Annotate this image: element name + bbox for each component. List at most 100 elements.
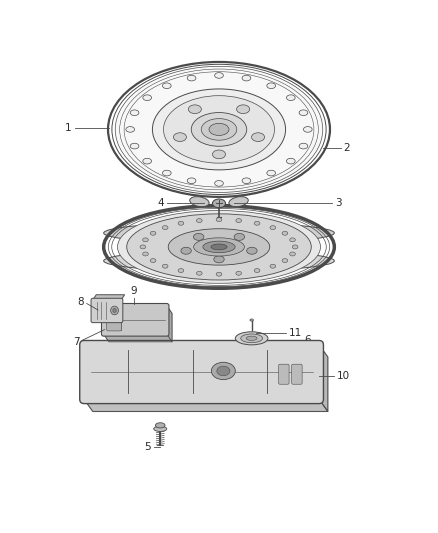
Text: 3: 3 bbox=[335, 198, 341, 208]
Text: 9: 9 bbox=[131, 286, 138, 296]
Ellipse shape bbox=[254, 269, 260, 272]
Ellipse shape bbox=[203, 241, 235, 253]
Ellipse shape bbox=[282, 231, 288, 235]
Ellipse shape bbox=[270, 225, 276, 230]
Ellipse shape bbox=[130, 143, 139, 149]
Ellipse shape bbox=[190, 197, 209, 207]
Ellipse shape bbox=[162, 83, 171, 88]
Polygon shape bbox=[319, 345, 328, 411]
Text: 10: 10 bbox=[336, 371, 350, 381]
Ellipse shape bbox=[127, 214, 311, 280]
Ellipse shape bbox=[168, 229, 270, 265]
Ellipse shape bbox=[150, 259, 156, 263]
Ellipse shape bbox=[241, 334, 262, 343]
Ellipse shape bbox=[236, 271, 241, 275]
Ellipse shape bbox=[150, 231, 156, 235]
Ellipse shape bbox=[212, 150, 226, 159]
Ellipse shape bbox=[250, 319, 253, 321]
Text: 4: 4 bbox=[158, 198, 164, 208]
Ellipse shape bbox=[162, 264, 168, 268]
Text: 11: 11 bbox=[289, 328, 302, 337]
Ellipse shape bbox=[299, 143, 308, 149]
Ellipse shape bbox=[286, 158, 295, 164]
Ellipse shape bbox=[242, 75, 251, 81]
Text: 8: 8 bbox=[78, 297, 84, 307]
Ellipse shape bbox=[290, 238, 295, 242]
Ellipse shape bbox=[104, 251, 334, 271]
Ellipse shape bbox=[116, 67, 322, 192]
FancyBboxPatch shape bbox=[80, 341, 323, 403]
FancyBboxPatch shape bbox=[279, 364, 289, 384]
Ellipse shape bbox=[181, 247, 191, 254]
Ellipse shape bbox=[201, 119, 237, 140]
Ellipse shape bbox=[267, 83, 276, 88]
Polygon shape bbox=[104, 334, 172, 342]
FancyBboxPatch shape bbox=[292, 364, 302, 384]
Ellipse shape bbox=[237, 105, 250, 114]
Ellipse shape bbox=[104, 223, 334, 244]
Ellipse shape bbox=[217, 366, 230, 376]
FancyBboxPatch shape bbox=[91, 298, 123, 322]
Ellipse shape bbox=[162, 225, 168, 230]
Ellipse shape bbox=[140, 245, 146, 249]
Ellipse shape bbox=[143, 158, 152, 164]
Ellipse shape bbox=[143, 252, 148, 256]
Text: 5: 5 bbox=[145, 442, 151, 452]
Ellipse shape bbox=[113, 309, 116, 312]
Ellipse shape bbox=[209, 123, 229, 135]
Text: 6: 6 bbox=[304, 335, 311, 345]
Ellipse shape bbox=[254, 221, 260, 225]
Text: 7: 7 bbox=[73, 337, 79, 347]
Ellipse shape bbox=[197, 219, 202, 222]
Ellipse shape bbox=[251, 133, 265, 141]
Ellipse shape bbox=[143, 238, 148, 242]
Ellipse shape bbox=[154, 426, 167, 431]
Ellipse shape bbox=[267, 170, 276, 176]
Ellipse shape bbox=[286, 95, 295, 101]
Ellipse shape bbox=[290, 252, 295, 256]
Ellipse shape bbox=[216, 217, 222, 222]
FancyBboxPatch shape bbox=[102, 303, 169, 336]
Ellipse shape bbox=[178, 269, 184, 272]
Ellipse shape bbox=[216, 272, 222, 276]
Ellipse shape bbox=[117, 211, 321, 284]
Ellipse shape bbox=[211, 244, 227, 250]
Ellipse shape bbox=[126, 126, 134, 132]
Ellipse shape bbox=[178, 221, 184, 225]
Polygon shape bbox=[93, 295, 124, 300]
Ellipse shape bbox=[197, 271, 202, 275]
Ellipse shape bbox=[130, 110, 139, 116]
Ellipse shape bbox=[187, 75, 196, 81]
Ellipse shape bbox=[236, 219, 241, 222]
Ellipse shape bbox=[173, 133, 187, 141]
Ellipse shape bbox=[212, 362, 235, 379]
Ellipse shape bbox=[194, 233, 204, 240]
Ellipse shape bbox=[247, 247, 257, 254]
Ellipse shape bbox=[234, 233, 244, 240]
Ellipse shape bbox=[143, 95, 152, 101]
Ellipse shape bbox=[215, 72, 223, 78]
Text: 2: 2 bbox=[343, 143, 350, 153]
FancyBboxPatch shape bbox=[107, 309, 121, 331]
Ellipse shape bbox=[162, 170, 171, 176]
Ellipse shape bbox=[212, 199, 226, 208]
Ellipse shape bbox=[215, 181, 223, 186]
Ellipse shape bbox=[235, 332, 268, 345]
Ellipse shape bbox=[194, 238, 244, 256]
Ellipse shape bbox=[111, 306, 118, 315]
Ellipse shape bbox=[187, 178, 196, 183]
Ellipse shape bbox=[214, 256, 224, 263]
Ellipse shape bbox=[152, 89, 286, 170]
Ellipse shape bbox=[304, 126, 312, 132]
Polygon shape bbox=[167, 305, 172, 342]
Ellipse shape bbox=[282, 259, 288, 263]
Ellipse shape bbox=[246, 336, 257, 341]
Ellipse shape bbox=[242, 178, 251, 183]
Polygon shape bbox=[84, 399, 328, 411]
Ellipse shape bbox=[270, 264, 276, 268]
Ellipse shape bbox=[191, 112, 247, 146]
Ellipse shape bbox=[292, 245, 298, 249]
Ellipse shape bbox=[229, 197, 248, 207]
Text: 1: 1 bbox=[65, 123, 72, 133]
Ellipse shape bbox=[155, 423, 165, 428]
